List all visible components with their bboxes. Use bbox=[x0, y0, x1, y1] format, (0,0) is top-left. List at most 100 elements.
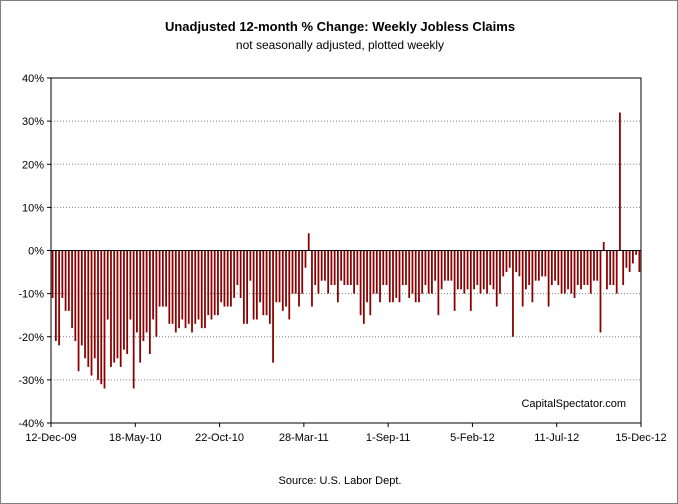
y-tick-label: 40% bbox=[22, 73, 44, 85]
bar bbox=[544, 250, 547, 277]
bar bbox=[158, 250, 161, 307]
bar bbox=[110, 250, 112, 367]
bar bbox=[525, 250, 527, 290]
bar bbox=[148, 250, 151, 354]
bar bbox=[301, 250, 304, 294]
bar bbox=[619, 112, 621, 251]
bar bbox=[71, 250, 73, 329]
bar bbox=[372, 250, 375, 294]
bar bbox=[473, 250, 475, 290]
bar bbox=[395, 250, 398, 298]
bar bbox=[628, 250, 631, 273]
bar bbox=[583, 250, 586, 285]
bar bbox=[307, 233, 310, 251]
bar bbox=[242, 250, 245, 324]
bar bbox=[119, 250, 122, 367]
bar bbox=[181, 250, 184, 320]
bar bbox=[320, 250, 323, 281]
bar bbox=[272, 250, 274, 363]
bar bbox=[106, 250, 109, 320]
bar bbox=[560, 250, 563, 294]
bar bbox=[200, 250, 203, 329]
bar bbox=[447, 250, 449, 281]
bar bbox=[456, 250, 459, 290]
bar bbox=[563, 250, 566, 294]
bar bbox=[100, 250, 103, 385]
bar bbox=[64, 250, 67, 311]
bar bbox=[155, 250, 158, 337]
bar bbox=[469, 250, 472, 311]
bar bbox=[132, 250, 135, 389]
bar bbox=[337, 250, 339, 303]
bar bbox=[58, 250, 60, 346]
x-tick-label: 28-Mar-11 bbox=[279, 432, 329, 444]
bar bbox=[443, 250, 446, 281]
bar bbox=[369, 250, 372, 316]
chart-subtitle: not seasonally adjusted, plotted weekly bbox=[236, 38, 444, 52]
bar bbox=[353, 250, 355, 294]
bar bbox=[97, 250, 99, 380]
bar bbox=[414, 250, 417, 303]
bar bbox=[191, 250, 193, 333]
bar bbox=[249, 250, 252, 281]
y-tick-label: 30% bbox=[22, 116, 44, 128]
bar bbox=[285, 250, 287, 307]
bars bbox=[51, 112, 641, 389]
bar bbox=[223, 250, 226, 307]
bar bbox=[375, 250, 378, 294]
bar bbox=[324, 250, 326, 281]
x-axis-ticks: 12-Dec-09 18-May-10 22-Oct-10 28-Mar-11 1-Se… bbox=[25, 423, 667, 444]
bar bbox=[499, 250, 501, 294]
bar bbox=[217, 250, 219, 316]
bar bbox=[388, 250, 391, 303]
bar bbox=[275, 250, 278, 303]
bar bbox=[599, 250, 602, 333]
bar bbox=[126, 250, 129, 354]
bar bbox=[531, 250, 534, 303]
bar bbox=[278, 250, 281, 303]
bar bbox=[87, 250, 90, 367]
bar bbox=[460, 250, 462, 290]
bar bbox=[356, 250, 359, 285]
y-tick-label: 20% bbox=[22, 159, 44, 171]
bar bbox=[554, 250, 556, 281]
bar bbox=[288, 250, 291, 320]
bar bbox=[398, 250, 401, 303]
bar bbox=[294, 250, 297, 294]
bar bbox=[550, 250, 553, 285]
bar bbox=[421, 250, 424, 294]
bar bbox=[495, 250, 498, 307]
bar bbox=[213, 250, 216, 316]
source-note: Source: U.S. Labor Dept. bbox=[279, 475, 402, 487]
bar bbox=[61, 250, 64, 298]
bar bbox=[340, 250, 343, 281]
bar bbox=[349, 250, 352, 285]
bar bbox=[622, 250, 625, 285]
bar bbox=[171, 250, 174, 324]
bar bbox=[547, 250, 550, 307]
bar bbox=[123, 250, 125, 350]
bar bbox=[230, 250, 232, 307]
bar bbox=[431, 250, 433, 294]
bar bbox=[311, 250, 313, 307]
bar bbox=[576, 250, 579, 285]
bar bbox=[197, 250, 200, 320]
bar bbox=[314, 250, 317, 285]
bar bbox=[482, 250, 485, 290]
bar bbox=[401, 250, 404, 285]
bar bbox=[638, 250, 641, 273]
chart-title: Unadjusted 12-month % Change: Weekly Job… bbox=[165, 19, 515, 34]
bar bbox=[580, 250, 582, 290]
bar bbox=[528, 250, 531, 285]
bar bbox=[596, 250, 599, 281]
x-tick-label: 18-May-10 bbox=[109, 432, 162, 444]
bar bbox=[392, 250, 394, 303]
bar bbox=[346, 250, 349, 285]
bar bbox=[178, 250, 180, 329]
bar bbox=[246, 250, 249, 324]
bar bbox=[67, 250, 70, 311]
bar bbox=[632, 250, 634, 264]
bar bbox=[239, 250, 242, 298]
